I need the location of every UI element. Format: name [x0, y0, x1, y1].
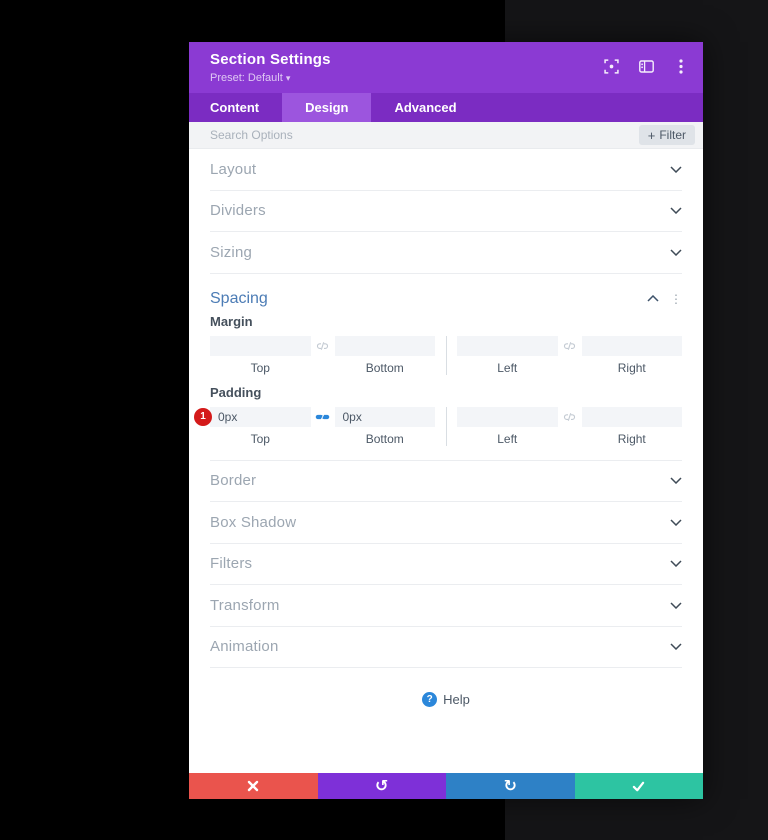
- chevron-down-icon: [670, 560, 682, 568]
- section-settings-modal: Section Settings Preset: Default ▾: [189, 42, 703, 799]
- more-options-button[interactable]: [673, 58, 689, 74]
- unlink-icon: [563, 412, 576, 421]
- section-filters[interactable]: Filters: [210, 544, 682, 585]
- section-spacing-header[interactable]: Spacing ⋮: [210, 290, 682, 308]
- section-title: Animation: [210, 638, 279, 656]
- field-label: Left: [497, 360, 518, 375]
- section-box-shadow[interactable]: Box Shadow: [210, 502, 682, 544]
- redo-icon: ↻: [503, 776, 517, 795]
- margin-group-label: Margin: [210, 313, 253, 329]
- section-spacing: Spacing ⋮ Margin: [194, 274, 682, 461]
- section-title: Sizing: [210, 243, 253, 261]
- save-button[interactable]: [574, 773, 703, 799]
- padding-group-label: Padding: [210, 384, 262, 400]
- field-label: Left: [497, 431, 518, 446]
- field-label: Bottom: [365, 431, 404, 446]
- focus-expand-icon: [603, 58, 619, 74]
- discard-button[interactable]: [189, 773, 318, 799]
- section-layout[interactable]: Layout: [210, 149, 682, 191]
- check-icon: [633, 781, 645, 791]
- section-animation[interactable]: Animation: [210, 627, 682, 668]
- link-icon: [315, 412, 330, 421]
- field-label: Right: [617, 360, 646, 375]
- chevron-down-icon: [670, 249, 682, 256]
- vertical-ellipsis-icon: [679, 58, 683, 74]
- chevron-down-icon: [670, 643, 682, 651]
- filter-button-label: Filter: [659, 128, 686, 142]
- padding-right-input[interactable]: [581, 406, 682, 427]
- preset-caret-icon: ▾: [285, 73, 291, 83]
- unlink-icon: [563, 341, 576, 350]
- section-title: Layout: [210, 160, 257, 178]
- unlink-icon: [316, 341, 329, 350]
- header-icons: [603, 58, 689, 74]
- help-link[interactable]: ? Help: [210, 668, 682, 727]
- modal-title: Section Settings: [210, 51, 331, 68]
- close-icon: [248, 780, 259, 792]
- padding-top-input[interactable]: [210, 406, 311, 427]
- chevron-down-icon: [670, 519, 682, 526]
- tab-advanced[interactable]: Advanced: [394, 100, 457, 115]
- margin-fields: Top Bottom Left Right: [210, 335, 682, 375]
- chevron-down-icon: [670, 166, 682, 173]
- preset-label: Preset: Default: [210, 72, 283, 84]
- annotation-step-badge: 1: [194, 407, 212, 426]
- chevron-down-icon: [670, 477, 682, 485]
- search-row: + Filter: [189, 122, 703, 149]
- chevron-down-icon: [670, 602, 682, 609]
- modal-header: Section Settings Preset: Default ▾: [189, 42, 703, 93]
- margin-top-input[interactable]: [210, 335, 311, 356]
- field-group-divider: [435, 407, 457, 446]
- section-title: Box Shadow: [210, 513, 297, 531]
- padding-fields: 1: [194, 406, 682, 446]
- section-border[interactable]: Border: [210, 461, 682, 502]
- expand-modal-button[interactable]: [603, 58, 619, 74]
- field-label: Bottom: [365, 360, 404, 375]
- section-sizing[interactable]: Sizing: [210, 232, 682, 274]
- settings-panel: Layout Dividers Sizing Spacing: [189, 149, 703, 773]
- undo-button[interactable]: ↺: [317, 773, 446, 799]
- section-title: Spacing: [210, 289, 268, 307]
- padding-left-right-link-toggle[interactable]: [558, 407, 582, 427]
- margin-bottom-input[interactable]: [334, 335, 435, 356]
- section-transform[interactable]: Transform: [210, 585, 682, 627]
- help-icon: ?: [422, 692, 438, 707]
- spacing-header-controls: ⋮: [647, 291, 682, 306]
- modal-footer: ↺ ↻: [189, 773, 703, 799]
- padding-top-bottom-link-toggle[interactable]: [311, 407, 335, 427]
- filter-button[interactable]: + Filter: [638, 125, 695, 145]
- tab-content[interactable]: Content: [210, 100, 260, 115]
- help-label: Help: [443, 692, 470, 707]
- field-group-divider: [435, 336, 457, 375]
- modal-header-text: Section Settings Preset: Default ▾: [210, 50, 331, 84]
- preset-selector[interactable]: Preset: Default ▾: [210, 72, 331, 84]
- dock-sidebar-icon: [638, 59, 654, 73]
- field-label: Right: [617, 431, 646, 446]
- padding-bottom-input[interactable]: [334, 406, 435, 427]
- margin-left-input[interactable]: [457, 335, 558, 356]
- section-dividers[interactable]: Dividers: [210, 191, 682, 232]
- content-spacer: [210, 727, 682, 773]
- section-title: Border: [210, 472, 257, 490]
- section-options-button[interactable]: ⋮: [670, 291, 682, 306]
- chevron-down-icon: [670, 207, 682, 215]
- tab-bar: Content Design Advanced: [189, 93, 703, 122]
- section-title: Transform: [210, 596, 280, 614]
- search-input[interactable]: [210, 128, 639, 142]
- tab-design[interactable]: Design: [282, 93, 372, 122]
- plus-icon: +: [647, 127, 656, 143]
- undo-icon: ↺: [375, 776, 389, 795]
- dock-sidebar-button[interactable]: [638, 58, 654, 74]
- margin-right-input[interactable]: [581, 335, 682, 356]
- field-label: Top: [250, 431, 270, 446]
- redo-button[interactable]: ↻: [446, 773, 575, 799]
- chevron-up-icon[interactable]: [647, 295, 659, 302]
- field-label: Top: [250, 360, 270, 375]
- padding-left-input[interactable]: [457, 406, 558, 427]
- margin-top-bottom-link-toggle[interactable]: [311, 336, 335, 356]
- section-title: Filters: [210, 555, 253, 573]
- margin-left-right-link-toggle[interactable]: [558, 336, 582, 356]
- section-title: Dividers: [210, 202, 266, 220]
